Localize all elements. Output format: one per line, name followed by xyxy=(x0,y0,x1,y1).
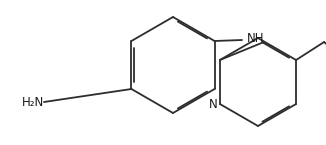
Text: NH: NH xyxy=(247,31,264,45)
Text: N: N xyxy=(209,97,218,110)
Text: H₂N: H₂N xyxy=(22,96,44,108)
